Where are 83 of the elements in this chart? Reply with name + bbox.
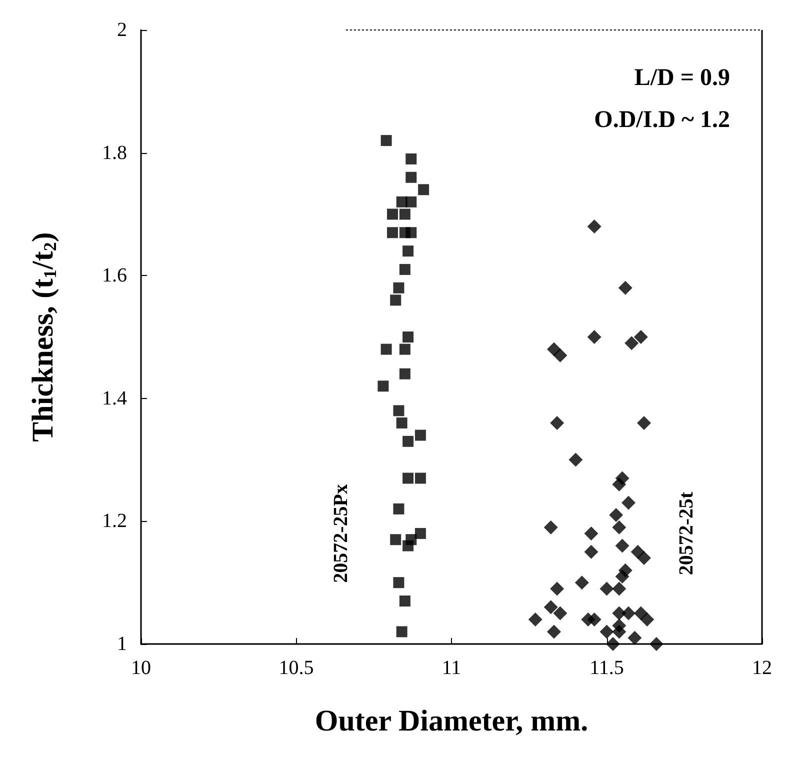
point — [574, 576, 589, 590]
point — [628, 630, 642, 645]
point — [587, 219, 602, 234]
annotation: L/D = 0.9 — [634, 65, 730, 91]
x-tick-label: 10.5 — [278, 657, 314, 679]
point — [550, 416, 564, 430]
y-tick-label: 1.4 — [102, 387, 127, 410]
point — [584, 526, 598, 540]
point — [387, 208, 398, 220]
point — [390, 534, 402, 546]
point — [600, 582, 614, 596]
x-tick-label: 10 — [131, 657, 151, 679]
y-tick-label: 1.8 — [102, 142, 127, 164]
point — [393, 503, 404, 514]
point — [406, 196, 417, 208]
point — [615, 569, 630, 584]
point — [402, 436, 414, 447]
point — [609, 508, 624, 522]
point — [406, 153, 417, 164]
point — [553, 348, 568, 362]
point — [600, 624, 614, 639]
point — [378, 380, 389, 392]
point — [621, 606, 636, 620]
point — [380, 344, 392, 355]
x-axis-title: Outer Diameter, mm. — [314, 704, 588, 738]
y-axis-title: Thickness, (t1/t2) — [26, 232, 60, 442]
point — [406, 227, 417, 238]
x-tick-label: 12 — [752, 657, 772, 679]
point — [550, 582, 564, 596]
point — [393, 405, 404, 416]
point — [546, 624, 561, 639]
point — [584, 544, 598, 559]
point — [380, 135, 392, 146]
point — [399, 344, 410, 355]
x-tick-label: 11 — [442, 657, 462, 679]
point — [612, 624, 626, 639]
point — [399, 596, 410, 607]
point — [406, 172, 417, 183]
annotation: O.D/I.D ~ 1.2 — [594, 107, 730, 133]
y-tick-label: 2 — [117, 19, 127, 41]
point — [649, 637, 664, 651]
point — [544, 600, 558, 614]
point — [393, 577, 404, 588]
x-tick-label: 11.5 — [590, 657, 624, 679]
point — [606, 637, 620, 651]
point — [544, 520, 558, 534]
point — [615, 538, 630, 553]
point — [387, 227, 398, 238]
point — [568, 452, 583, 467]
point — [402, 332, 414, 342]
point — [418, 184, 430, 196]
point — [396, 626, 408, 638]
point — [402, 540, 414, 552]
point — [637, 416, 652, 430]
point — [414, 528, 426, 539]
point — [634, 330, 648, 344]
point — [587, 612, 602, 626]
y-tick-label: 1 — [117, 633, 127, 655]
point — [612, 520, 626, 534]
point — [414, 472, 426, 484]
point — [640, 612, 654, 626]
point — [624, 336, 639, 350]
text: 20572-25Px — [330, 484, 352, 583]
y-tick-label: 1.2 — [102, 510, 127, 532]
point — [414, 430, 426, 441]
point — [528, 612, 542, 626]
y-tick-label: 1.6 — [102, 264, 127, 287]
point — [402, 472, 414, 484]
point — [587, 330, 602, 344]
point — [399, 264, 410, 275]
point — [618, 280, 632, 295]
point — [612, 582, 626, 596]
point — [399, 368, 410, 380]
point — [399, 208, 410, 220]
point — [402, 246, 414, 257]
point — [553, 606, 568, 620]
point — [396, 417, 408, 428]
point — [390, 294, 402, 306]
point — [621, 496, 636, 510]
point — [612, 477, 626, 492]
point — [637, 551, 652, 566]
point — [393, 282, 404, 294]
text: 20572-25t — [675, 491, 698, 576]
